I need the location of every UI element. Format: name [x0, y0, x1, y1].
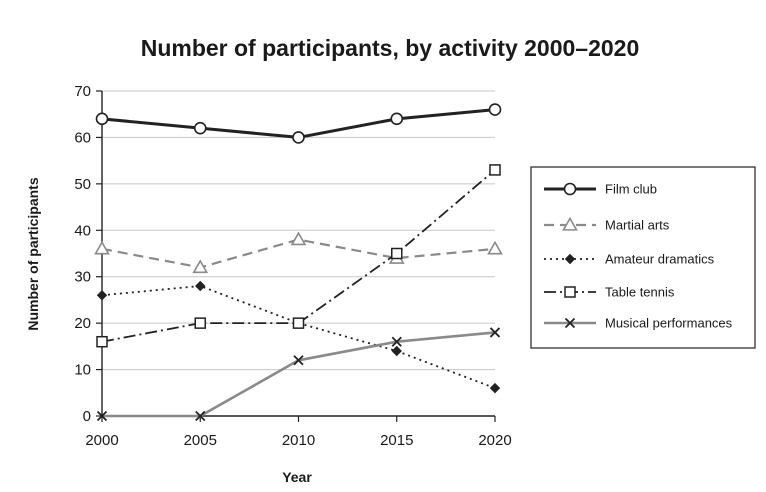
x-axis-label: Year	[282, 469, 312, 485]
y-tick-label: 20	[74, 315, 91, 332]
data-point	[292, 131, 305, 144]
chart-title: Number of participants, by activity 2000…	[141, 35, 640, 61]
data-point	[194, 317, 206, 329]
legend-label: Musical performances	[605, 316, 733, 331]
series-martial-arts	[94, 231, 503, 274]
data-point	[391, 336, 402, 347]
y-tick-label: 0	[83, 408, 91, 425]
y-tick-label: 10	[74, 362, 91, 379]
data-point	[96, 335, 108, 348]
data-point	[94, 240, 110, 255]
data-point	[489, 382, 501, 394]
data-point	[489, 327, 501, 338]
data-point	[489, 164, 501, 176]
data-point	[487, 240, 503, 255]
legend-marker	[562, 216, 578, 231]
series	[94, 103, 503, 422]
data-point	[391, 345, 402, 357]
data-point	[292, 317, 305, 329]
x-tick-label: 2010	[282, 432, 315, 449]
legend-label: Amateur dramatics	[605, 252, 715, 267]
data-point	[96, 290, 108, 301]
x-tick-label: 2000	[85, 432, 118, 449]
data-point	[290, 231, 307, 246]
y-tick-label: 50	[74, 176, 91, 193]
legend-item: Musical performances	[544, 316, 733, 331]
x-tick-label: 2005	[184, 432, 217, 449]
legend: Film club Martial arts Amateur dramatics Ta…	[530, 166, 756, 349]
series-line	[101, 238, 496, 269]
series-line	[102, 331, 496, 418]
series-table-tennis	[96, 164, 501, 348]
legend-label: Martial arts	[605, 218, 670, 233]
legend-label: Table tennis	[605, 285, 675, 300]
y-axis-ticks: 0 10 20 30 40 50 60 70	[74, 83, 102, 425]
y-tick-label: 70	[74, 83, 91, 100]
data-point	[390, 112, 404, 126]
series-musical-performances	[96, 327, 501, 422]
data-point	[488, 103, 502, 116]
y-tick-label: 40	[74, 222, 91, 239]
y-tick-label: 30	[74, 269, 91, 286]
data-point	[195, 280, 206, 292]
data-point	[195, 410, 206, 422]
legend-label: Film club	[605, 182, 657, 197]
legend-item: Film club	[544, 182, 657, 197]
y-tick-label: 60	[74, 129, 91, 146]
legend-marker	[564, 317, 576, 329]
y-axis-label: Number of participants	[25, 177, 41, 330]
legend-marker	[564, 286, 576, 298]
data-point	[96, 410, 108, 422]
series-film-club	[95, 103, 502, 144]
x-tick-label: 2020	[478, 432, 511, 449]
legend-item: Amateur dramatics	[544, 252, 715, 267]
data-point	[95, 112, 109, 126]
legend-item: Martial arts	[544, 216, 670, 233]
x-tick-label: 2015	[380, 432, 413, 449]
data-point	[293, 355, 304, 366]
data-point	[192, 259, 209, 274]
data-point	[193, 121, 207, 135]
legend-marker	[563, 182, 577, 196]
x-axis-ticks: 2000 2005 2010 2015 2020	[85, 416, 512, 449]
legend-item: Table tennis	[544, 285, 675, 300]
data-point	[391, 247, 403, 260]
series-line	[101, 169, 496, 343]
legend-marker	[564, 253, 576, 265]
